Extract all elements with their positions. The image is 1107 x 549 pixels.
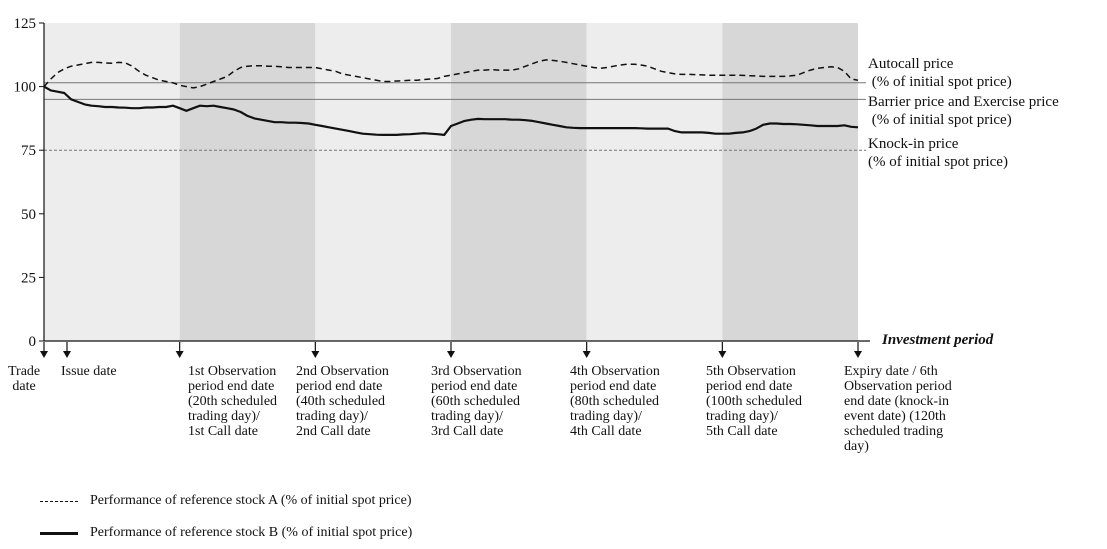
reference-label-autocall: (% of initial spot price) — [868, 74, 1012, 90]
event-label-8: Expiry date / 6th Observation period end… — [844, 364, 952, 454]
event-arrow-head — [311, 351, 320, 358]
y-tick-label: 25 — [21, 270, 36, 286]
event-label-6: 4th Observation period end date (80th sc… — [570, 364, 660, 439]
event-arrow-head — [854, 351, 862, 358]
period-band-2 — [179, 23, 316, 341]
event-label-4: 2nd Observation period end date (40th sc… — [296, 364, 389, 439]
period-band-6 — [722, 23, 858, 341]
event-arrow-head — [175, 351, 184, 358]
series-line-stock-a — [43, 59, 859, 89]
legend-label-stock-a: Performance of reference stock A (% of i… — [90, 493, 412, 508]
y-tick-label: 75 — [21, 143, 36, 159]
reference-label-knockin: Knock-in price — [868, 136, 959, 152]
y-tick-label: 0 — [29, 334, 37, 350]
event-arrow-head — [718, 351, 727, 358]
y-tick-label: 125 — [14, 16, 37, 32]
legend-swatch-solid — [40, 531, 78, 535]
event-arrow-head — [447, 351, 455, 358]
event-arrow-head — [582, 351, 591, 358]
period-band-1 — [44, 23, 180, 341]
period-band-4 — [451, 23, 587, 341]
event-label-2: Issue date — [61, 364, 117, 379]
period-band-5 — [586, 23, 723, 341]
event-label-5: 3rd Observation period end date (60th sc… — [431, 364, 522, 439]
legend-entry-stock-b: Performance of reference stock B (% of i… — [40, 525, 412, 541]
reference-label-knockin: (% of initial spot price) — [868, 154, 1008, 170]
event-arrow-head — [63, 351, 71, 358]
legend-swatch-dashed — [40, 500, 78, 502]
legend-entry-stock-a: Performance of reference stock A (% of i… — [40, 493, 411, 509]
reference-label-barrier: Barrier price and Exercise price — [868, 94, 1059, 110]
x-axis-label: Investment period — [881, 332, 994, 348]
series-line-stock-b — [43, 85, 859, 136]
reference-label-barrier: (% of initial spot price) — [868, 112, 1012, 128]
y-tick-label: 50 — [21, 207, 36, 223]
reference-label-autocall: Autocall price — [868, 56, 954, 72]
event-label-1: Trade date — [8, 364, 41, 394]
event-label-7: 5th Observation period end date (100th s… — [706, 364, 803, 439]
event-label-3: 1st Observation period end date (20th sc… — [188, 364, 278, 439]
y-tick-label: 100 — [14, 80, 37, 96]
event-arrow-head — [40, 351, 48, 358]
legend-label-stock-b: Performance of reference stock B (% of i… — [90, 525, 413, 540]
period-band-3 — [315, 23, 451, 341]
